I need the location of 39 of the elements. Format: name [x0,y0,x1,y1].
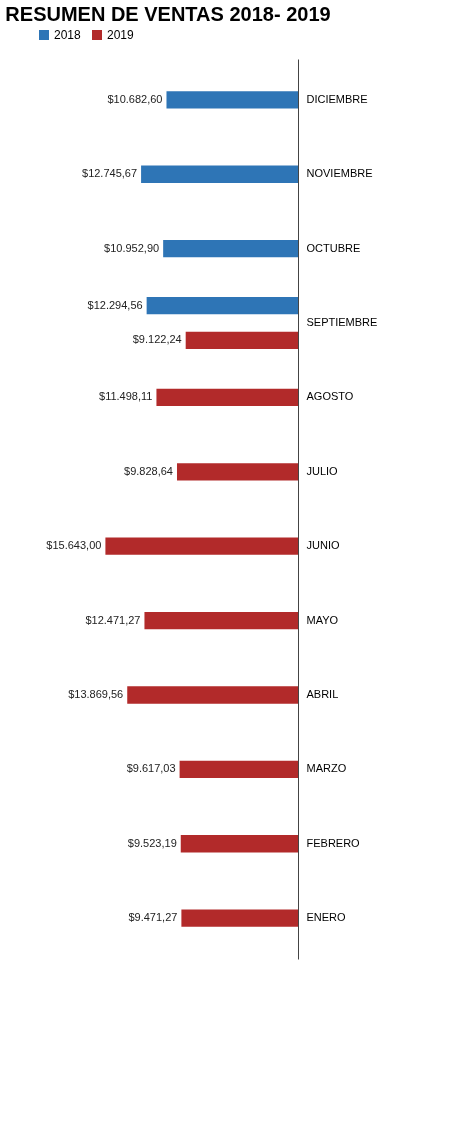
data-label: $15.643,00 [46,539,102,552]
bar [176,463,298,481]
data-label: $12.745,67 [82,167,138,180]
bar [127,686,298,704]
data-label: $9.523,19 [127,836,177,849]
data-label: $9.617,03 [126,762,176,775]
data-label: $11.498,11 [99,390,153,403]
data-label: $10.952,90 [104,241,160,254]
y-tick-label: NOVIEMBRE [306,167,373,180]
data-label: $12.471,27 [85,613,141,626]
bar [181,909,298,927]
y-tick-label: ABRIL [306,687,339,700]
y-tick-label: MARZO [306,762,347,775]
bar [163,239,298,258]
data-label: $9.471,27 [128,911,178,924]
legend-label: 2018 [54,28,82,42]
bar [105,537,298,555]
y-tick-label: JULIO [306,464,339,477]
y-tick-label: ENERO [306,911,347,924]
y-tick-label: DICIEMBRE [306,92,368,105]
data-label: $10.682,60 [107,92,163,105]
bar [180,835,298,853]
y-tick-label: SEPTIEMBRE [306,316,378,329]
chart-title: RESUMEN DE VENTAS 2018- 2019 [5,3,331,25]
bar [144,611,298,630]
y-tick-label: OCTUBRE [306,241,361,254]
bar [156,388,298,407]
bar [141,165,298,183]
y-tick-label: JUNIO [306,539,340,552]
y-tick-label: AGOSTO [306,390,354,403]
y-tick-label: MAYO [306,613,339,626]
data-label: $13.869,56 [68,687,124,700]
data-label: $9.122,24 [132,333,182,346]
bar [166,91,298,109]
data-label: $12.294,56 [87,298,143,311]
y-tick-label: FEBRERO [306,836,361,849]
bar [179,760,298,779]
data-label: $9.828,64 [124,464,173,477]
legend-label: 2019 [107,28,135,42]
